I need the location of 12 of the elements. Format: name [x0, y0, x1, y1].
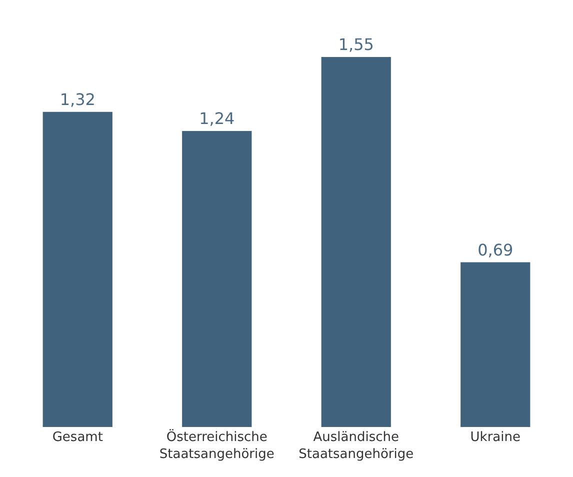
x-tick-label: Ukraine: [470, 430, 520, 445]
bar: [321, 57, 391, 427]
bar: [42, 112, 112, 427]
data-label: 1,55: [338, 35, 374, 54]
data-label: 0,69: [478, 240, 514, 260]
data-label: 1,32: [60, 90, 96, 109]
x-tick-label: Ausländische Staatsangehörige: [298, 430, 414, 462]
bar: [182, 131, 252, 427]
bar: [460, 262, 530, 427]
data-label: 1,24: [199, 109, 235, 128]
x-tick-label: Gesamt: [52, 430, 103, 445]
x-tick-label: Österreichische Staatsangehörige: [159, 429, 274, 462]
